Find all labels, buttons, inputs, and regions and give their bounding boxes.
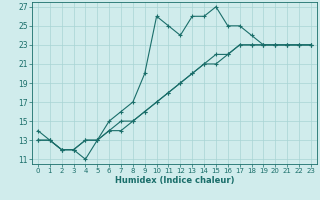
- X-axis label: Humidex (Indice chaleur): Humidex (Indice chaleur): [115, 176, 234, 185]
